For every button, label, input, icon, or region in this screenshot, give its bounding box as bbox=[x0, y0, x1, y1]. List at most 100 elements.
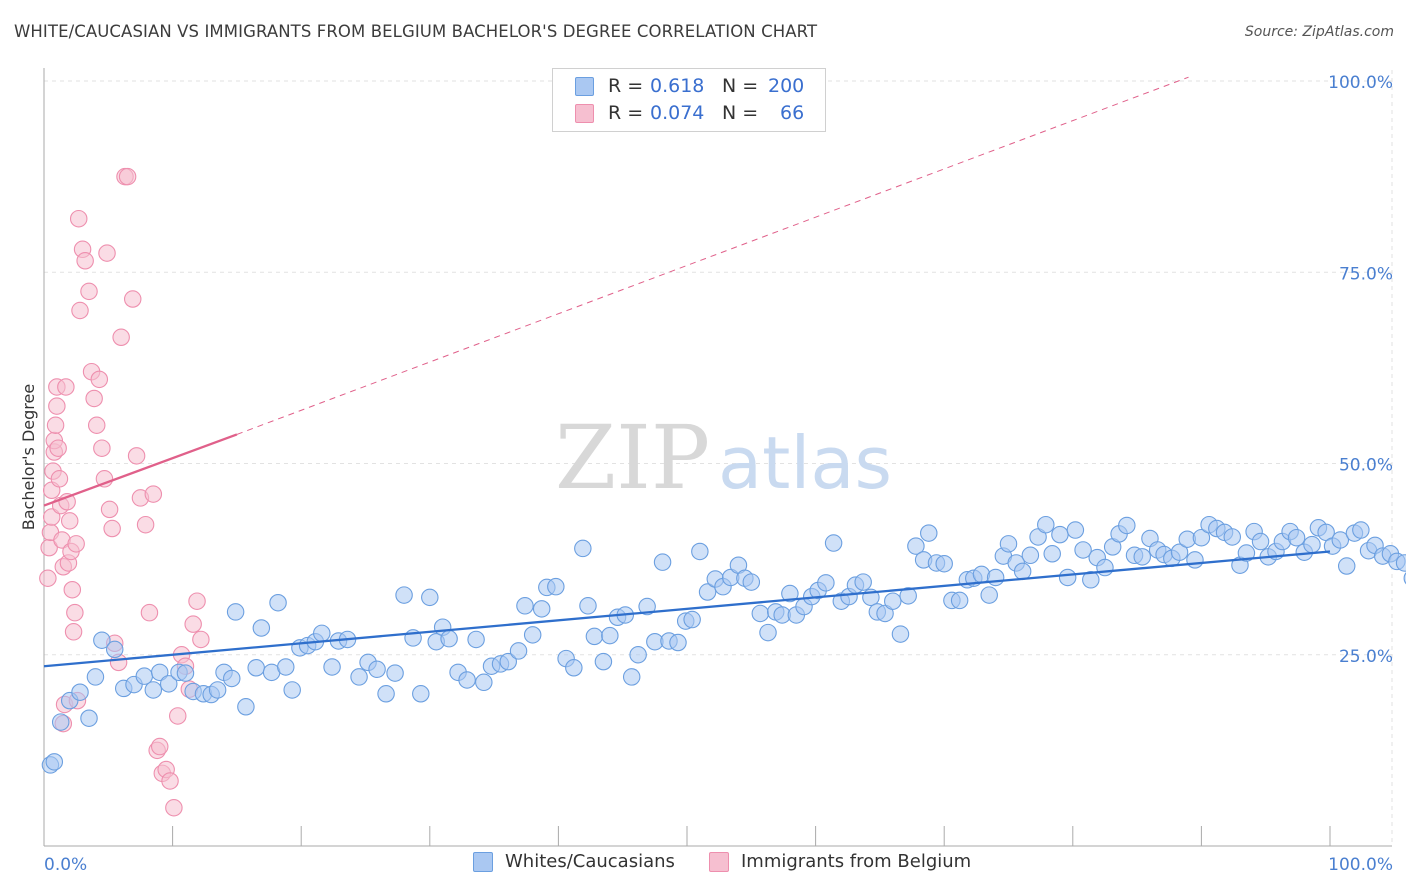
blue-point bbox=[1170, 543, 1189, 561]
blue-point bbox=[150, 663, 169, 682]
blue-point bbox=[920, 524, 938, 542]
blue-point bbox=[516, 597, 534, 615]
blue-point bbox=[1251, 532, 1270, 551]
blue-point bbox=[350, 668, 368, 686]
blue-point bbox=[1237, 544, 1256, 562]
blue-point bbox=[86, 668, 105, 686]
blue-point bbox=[683, 610, 701, 629]
blue-point bbox=[1331, 531, 1350, 549]
blue-point bbox=[1223, 528, 1242, 546]
blue-point bbox=[907, 537, 925, 555]
blue-point bbox=[509, 642, 528, 660]
blue-point bbox=[751, 604, 770, 623]
blue-point bbox=[277, 658, 295, 676]
legend: R = 0.618 N = 200 R = 0.074 N = 66 bbox=[552, 68, 826, 132]
y-axis-label: Bachelor's Degree bbox=[19, 384, 38, 530]
pink-point bbox=[165, 798, 183, 817]
blue-point bbox=[377, 685, 395, 703]
blue-point bbox=[499, 652, 517, 671]
blue-point bbox=[1186, 551, 1204, 569]
pink-point bbox=[69, 209, 88, 228]
blue-point bbox=[1074, 541, 1092, 559]
blue-point bbox=[1013, 562, 1032, 581]
blue-point bbox=[283, 681, 301, 699]
blue-point bbox=[565, 659, 583, 677]
blue-point bbox=[585, 627, 604, 646]
blue-point bbox=[421, 588, 439, 607]
blue-point bbox=[629, 645, 647, 664]
blue-point bbox=[781, 584, 799, 603]
pink-point bbox=[60, 512, 79, 530]
blue-point bbox=[458, 671, 476, 689]
blue-point bbox=[475, 673, 493, 692]
legend-n-value: 66 bbox=[780, 102, 805, 124]
blue-point bbox=[313, 624, 331, 643]
blue-point bbox=[440, 629, 458, 648]
pink-point bbox=[76, 252, 94, 270]
x-tick-label: 100.0% bbox=[1328, 855, 1393, 875]
blue-point bbox=[1021, 546, 1040, 565]
legend-r-label: R = bbox=[608, 75, 644, 97]
blue-point bbox=[817, 574, 835, 592]
y-tick-label: 50.0% bbox=[1339, 456, 1393, 476]
y-tick-label: 100.0% bbox=[1328, 73, 1393, 93]
pink-point bbox=[42, 508, 61, 526]
pink-point bbox=[98, 244, 116, 262]
legend-swatch-pink bbox=[575, 103, 594, 123]
pink-point bbox=[184, 615, 202, 633]
axes bbox=[43, 68, 1392, 847]
legend-r-value: 0.074 bbox=[650, 102, 705, 124]
pink-point bbox=[188, 592, 206, 610]
blue-point bbox=[986, 568, 1005, 587]
blue-point bbox=[105, 640, 124, 659]
pink-point bbox=[39, 569, 57, 587]
blue-point bbox=[532, 600, 551, 618]
blue-point bbox=[579, 597, 597, 615]
pink-point bbox=[50, 470, 69, 488]
legend-r-value: 0.618 bbox=[650, 75, 705, 97]
blue-point bbox=[899, 587, 917, 605]
legend-n-value: 200 bbox=[768, 75, 805, 97]
trend-lines bbox=[43, 76, 1331, 668]
pink-point bbox=[46, 416, 65, 434]
pink-point bbox=[63, 580, 82, 599]
blue-point bbox=[80, 709, 98, 727]
blue-point bbox=[412, 685, 430, 703]
blue-point bbox=[523, 626, 542, 644]
pink-point bbox=[85, 389, 103, 408]
bottom-swatch-blue bbox=[473, 851, 493, 872]
blue-point bbox=[691, 542, 709, 561]
blue-point bbox=[669, 633, 687, 652]
pink-point bbox=[93, 439, 111, 457]
legend-n-label: N = bbox=[722, 75, 759, 97]
blue-point bbox=[1082, 571, 1100, 589]
blue-point bbox=[950, 591, 969, 610]
pink-point bbox=[161, 772, 179, 790]
blue-point bbox=[742, 573, 761, 591]
blue-point bbox=[1096, 558, 1114, 577]
blue-series bbox=[41, 515, 1406, 774]
blue-point bbox=[1133, 548, 1151, 566]
blue-point bbox=[1118, 516, 1136, 535]
blue-point bbox=[1395, 554, 1406, 572]
blue-point bbox=[891, 625, 910, 643]
pink-point bbox=[80, 282, 98, 301]
watermark: ZIP atlas bbox=[555, 406, 892, 509]
blue-point bbox=[1058, 568, 1077, 587]
pink-point bbox=[150, 737, 169, 756]
chart-title: WHITE/CAUCASIAN VS IMMIGRANTS FROM BELGI… bbox=[14, 22, 818, 41]
y-tick-label: 75.0% bbox=[1339, 264, 1393, 284]
blue-point bbox=[935, 554, 953, 573]
legend-swatch-blue bbox=[575, 76, 594, 96]
bottom-swatch-pink bbox=[709, 851, 729, 872]
blue-point bbox=[884, 592, 902, 610]
blue-point bbox=[395, 586, 413, 604]
pink-point bbox=[144, 485, 163, 503]
pink-trend-extension bbox=[236, 76, 1189, 435]
blue-point bbox=[269, 593, 287, 612]
blue-point bbox=[386, 664, 404, 682]
x-tick-labels: 0.0% 100.0% bbox=[44, 855, 1393, 875]
pink-point bbox=[118, 167, 137, 186]
y-tick-label: 25.0% bbox=[1339, 647, 1393, 667]
bottom-legend-label: Whites/Caucasians bbox=[505, 851, 675, 872]
